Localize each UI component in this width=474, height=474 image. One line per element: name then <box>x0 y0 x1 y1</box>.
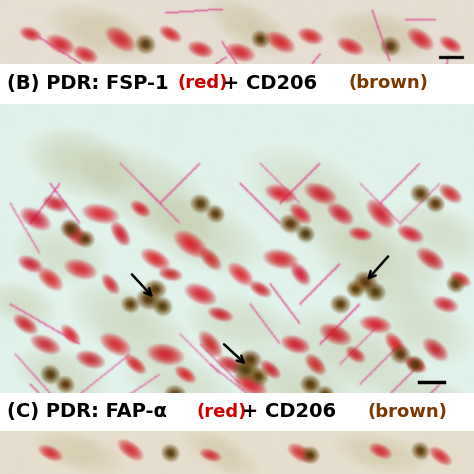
Text: + CD206: + CD206 <box>216 74 324 93</box>
Text: (brown): (brown) <box>367 402 447 420</box>
Text: (C) PDR: FAP-α: (C) PDR: FAP-α <box>7 402 174 421</box>
Text: (red): (red) <box>178 74 228 92</box>
Text: (B) PDR: FSP-1: (B) PDR: FSP-1 <box>7 74 175 93</box>
Text: (red): (red) <box>197 402 247 420</box>
Text: (brown): (brown) <box>348 74 428 92</box>
Text: + CD206: + CD206 <box>235 402 343 421</box>
